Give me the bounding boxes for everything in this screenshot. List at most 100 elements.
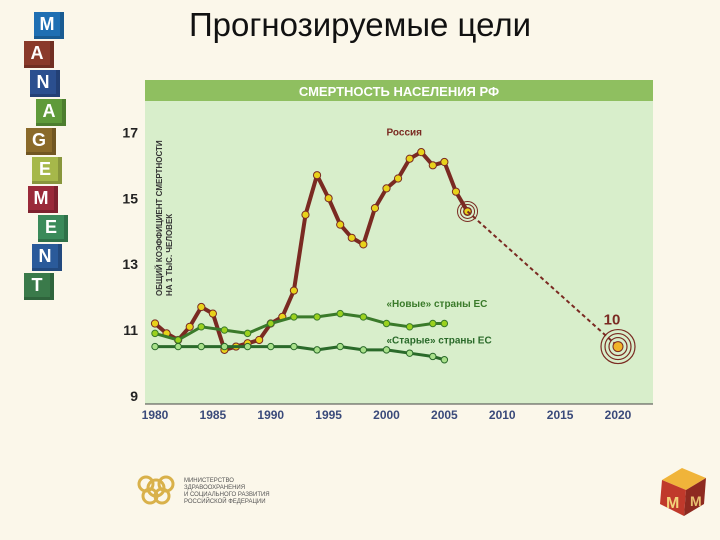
data-point — [208, 309, 217, 318]
mortality-chart: СМЕРТНОСТЬ НАСЕЛЕНИЯ РФ ОБЩИЙ КОЭФФИЦИЕН… — [100, 76, 660, 428]
target-ring — [600, 328, 636, 365]
forecast-line — [466, 210, 619, 348]
data-point — [255, 335, 264, 345]
data-point — [185, 322, 194, 331]
forecast-label: 10 — [604, 312, 621, 329]
data-point — [429, 352, 437, 361]
data-point — [347, 233, 356, 242]
data-point — [428, 161, 437, 170]
data-point — [243, 342, 252, 351]
data-point — [243, 329, 252, 338]
x-tick-label: 2005 — [431, 408, 458, 422]
corner-letter-right: M — [690, 493, 702, 509]
series-line — [153, 312, 446, 342]
data-point — [220, 326, 229, 334]
data-point — [382, 319, 391, 328]
data-point — [405, 154, 414, 163]
data-point — [313, 346, 321, 354]
x-tick-label: 1980 — [142, 408, 169, 422]
target-ring — [608, 336, 628, 357]
target-ring — [463, 206, 473, 216]
forecast-group: 10 — [457, 200, 636, 365]
target-ring — [457, 200, 479, 222]
data-point — [359, 313, 368, 321]
x-tick-label: 2000 — [373, 408, 400, 422]
letter-block: E — [38, 215, 68, 242]
letter-block: M — [28, 186, 58, 213]
data-point — [440, 319, 449, 328]
data-point — [440, 157, 449, 167]
letter-block: E — [32, 157, 62, 184]
data-point — [150, 319, 160, 328]
data-point — [393, 174, 403, 183]
x-tick-label: 1990 — [257, 408, 284, 422]
data-point — [151, 329, 159, 338]
series-label: «Старые» страны ЕС — [387, 335, 492, 346]
data-point — [359, 240, 368, 249]
axes-group: 9 11 13 15 17 1980 1985 1990 1995 2000 2005 2010 201… — [122, 124, 631, 422]
data-point — [174, 342, 182, 351]
target-ring — [460, 203, 476, 219]
data-point — [405, 349, 414, 357]
data-point — [290, 342, 298, 351]
data-point — [451, 187, 461, 196]
y-axis-title-line: НА 1 ТЫС. ЧЕЛОВЕК — [165, 214, 174, 296]
data-point — [197, 323, 206, 331]
data-point — [301, 210, 310, 219]
data-point — [336, 342, 344, 351]
chart-title: СМЕРТНОСТЬ НАСЕЛЕНИЯ РФ — [299, 84, 499, 99]
x-tick-label: 2015 — [547, 408, 574, 422]
data-point — [336, 309, 344, 318]
chart-title-bar — [145, 80, 653, 101]
x-tick-label: 1995 — [315, 408, 342, 422]
letter-block: M — [34, 12, 64, 39]
slide-title: Прогнозируемые цели — [188, 6, 532, 43]
data-point — [312, 171, 322, 180]
corner-cube-icon: M M — [660, 468, 706, 516]
data-point — [370, 204, 380, 213]
letter-block: A — [36, 99, 66, 126]
letter-block: N — [30, 70, 60, 97]
y-tick-label: 15 — [122, 190, 138, 206]
data-point — [151, 342, 159, 351]
data-point — [267, 319, 275, 328]
series-group — [150, 148, 472, 364]
ministry-emblem-icon — [137, 475, 175, 505]
letter-block: N — [32, 244, 62, 271]
data-point — [429, 319, 437, 328]
x-tick-label: 1985 — [200, 408, 227, 422]
data-point — [197, 302, 206, 312]
data-point — [197, 342, 206, 351]
data-point — [359, 346, 368, 354]
y-tick-label: 13 — [122, 256, 138, 272]
data-point — [382, 184, 391, 193]
corner-letter-left: M — [666, 495, 679, 512]
data-point — [289, 286, 298, 295]
data-point — [174, 336, 182, 344]
series-line — [153, 150, 470, 352]
y-tick-label: 11 — [123, 322, 138, 338]
annotations-group: Россия «Новые» страны ЕС «Старые» страны Е… — [387, 128, 492, 347]
x-tick-label: 2020 — [605, 408, 632, 422]
data-point — [417, 148, 426, 157]
letter-block: T — [24, 273, 54, 300]
series-label: Россия — [387, 128, 423, 139]
y-axis-title-line: ОБЩИЙ КОЭФФИЦИЕНТ СМЕРТНОСТИ — [155, 140, 164, 296]
letter-block: G — [26, 128, 56, 155]
target-point — [612, 341, 624, 353]
y-axis-title: ОБЩИЙ КОЭФФИЦИЕНТ СМЕРТНОСТИНА 1 ТЫС. ЧЕ… — [155, 140, 174, 296]
series-line — [153, 345, 446, 362]
x-tick-label: 2010 — [489, 408, 516, 422]
target-ring — [604, 332, 632, 361]
ministry-logo: МИНИСТЕРСТВО ЗДРАВООХРАНЕНИЯ И СОЦИАЛЬНО… — [132, 466, 292, 516]
data-point — [290, 313, 298, 321]
data-point — [382, 346, 391, 354]
data-point — [405, 323, 414, 331]
data-point — [313, 313, 321, 321]
series-label: «Новые» страны ЕС — [387, 299, 488, 310]
y-tick-label: 17 — [122, 124, 138, 140]
ministry-name: МИНИСТЕРСТВО ЗДРАВООХРАНЕНИЯ И СОЦИАЛЬНО… — [184, 478, 270, 505]
letter-block: A — [24, 41, 54, 68]
plot-area — [145, 101, 653, 404]
